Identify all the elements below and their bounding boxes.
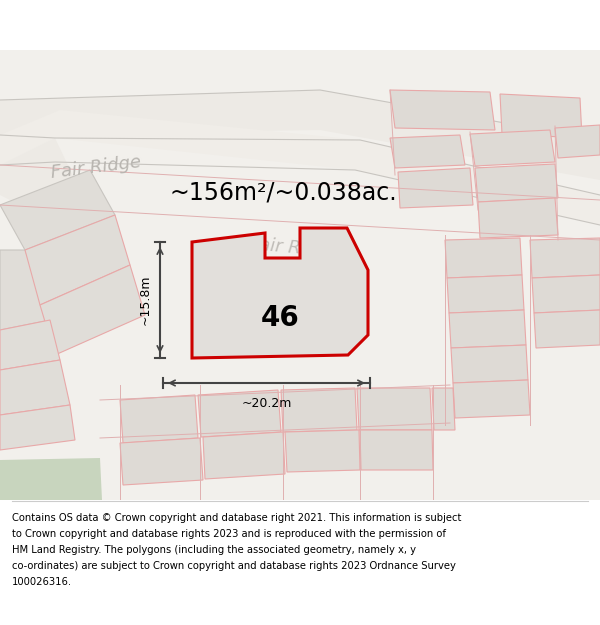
Polygon shape [40,265,145,355]
Polygon shape [0,250,50,330]
Polygon shape [0,360,70,415]
Polygon shape [0,110,600,225]
Polygon shape [453,380,530,418]
Text: 46: 46 [260,304,299,332]
Polygon shape [447,275,524,313]
Polygon shape [470,130,555,166]
Text: to Crown copyright and database rights 2023 and is reproduced with the permissio: to Crown copyright and database rights 2… [12,529,446,539]
Polygon shape [534,310,600,348]
Text: Fair Ridge: Fair Ridge [50,154,142,182]
Text: ~156m²/~0.038ac.: ~156m²/~0.038ac. [170,180,398,204]
Polygon shape [500,94,582,138]
Polygon shape [192,228,368,358]
Polygon shape [532,275,600,313]
Polygon shape [449,310,526,348]
Polygon shape [25,215,130,305]
Polygon shape [281,388,357,432]
Polygon shape [357,388,432,430]
Polygon shape [478,198,558,238]
Polygon shape [0,170,115,250]
Text: ~15.8m: ~15.8m [139,275,152,325]
Polygon shape [390,135,465,168]
Polygon shape [0,50,600,500]
Polygon shape [398,168,473,208]
Text: Fair Ridge: Fair Ridge [248,235,340,261]
Text: HM Land Registry. The polygons (including the associated geometry, namely x, y: HM Land Registry. The polygons (includin… [12,545,416,555]
Polygon shape [0,138,75,205]
Text: Contains OS data © Crown copyright and database right 2021. This information is : Contains OS data © Crown copyright and d… [12,513,461,523]
Polygon shape [0,458,102,500]
Text: Map shows position and indicative extent of the property.: Map shows position and indicative extent… [120,104,480,118]
Polygon shape [451,345,528,383]
Polygon shape [0,405,75,450]
Polygon shape [0,90,600,180]
Polygon shape [120,438,203,485]
Text: ~20.2m: ~20.2m [241,397,292,410]
Text: co-ordinates) are subject to Crown copyright and database rights 2023 Ordnance S: co-ordinates) are subject to Crown copyr… [12,561,456,571]
Polygon shape [530,238,600,278]
Text: 46, FAIR RIDGE, HIGH WYCOMBE, HP11 1PL: 46, FAIR RIDGE, HIGH WYCOMBE, HP11 1PL [131,83,469,97]
Text: 100026316.: 100026316. [12,577,72,587]
Polygon shape [203,432,285,479]
Polygon shape [445,238,522,278]
Polygon shape [120,395,198,443]
Polygon shape [0,320,60,370]
Polygon shape [390,90,495,130]
Polygon shape [198,390,281,437]
Polygon shape [475,164,558,202]
Polygon shape [360,430,433,470]
Polygon shape [555,125,600,158]
Polygon shape [285,430,360,472]
Polygon shape [432,388,455,430]
